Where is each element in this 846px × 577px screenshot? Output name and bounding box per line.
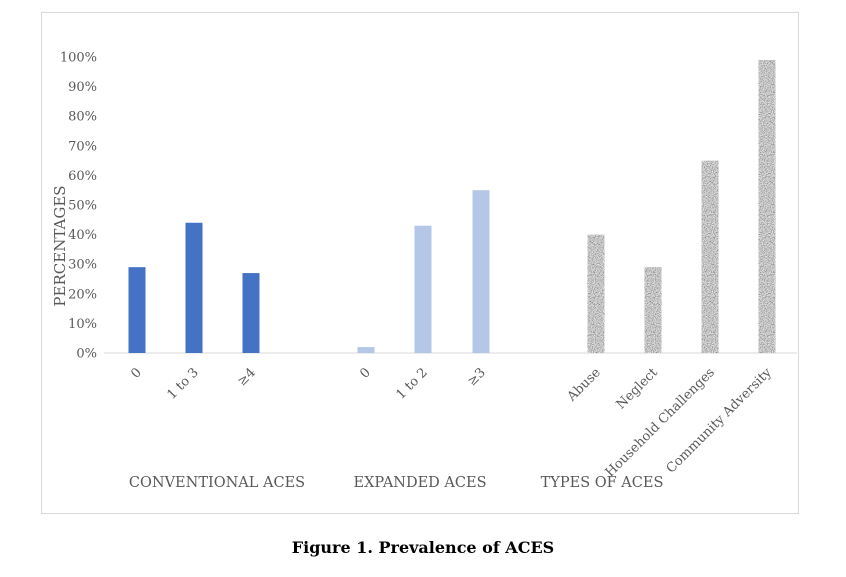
group-label: CONVENTIONAL ACES — [129, 475, 305, 491]
x-tick-label: ≥3 — [465, 365, 489, 389]
x-tick-label: Household Challenges — [603, 365, 718, 480]
y-tick-label: 80% — [68, 110, 97, 125]
y-tick-label: 20% — [68, 287, 97, 302]
x-tick-label: 0 — [128, 365, 144, 381]
bar — [357, 347, 375, 353]
x-tick-label: 1 to 3 — [164, 365, 201, 402]
x-tick-label: 1 to 2 — [393, 365, 430, 402]
x-tick-label: 0 — [357, 365, 373, 381]
bar — [128, 267, 146, 353]
y-tick-label: 0% — [76, 347, 97, 362]
x-tick-label: Community Adversity — [664, 365, 776, 477]
y-tick-label: 70% — [68, 139, 97, 154]
y-axis-title: PERCENTAGES — [51, 185, 69, 306]
bar — [242, 273, 260, 353]
y-tick-label: 40% — [68, 228, 97, 243]
group-label: TYPES OF ACES — [541, 475, 664, 491]
bar-layer — [128, 59, 776, 354]
y-tick-label: 30% — [68, 258, 97, 273]
y-tick-label: 10% — [68, 317, 97, 332]
y-tick-label: 50% — [68, 199, 97, 214]
bar — [185, 222, 203, 353]
x-tick-label: ≥4 — [235, 365, 259, 389]
x-tick-label: Neglect — [614, 365, 662, 413]
bar — [587, 234, 605, 353]
y-tick-label: 90% — [68, 80, 97, 95]
y-tick-label: 100% — [60, 51, 97, 66]
x-tick-label: Abuse — [564, 365, 604, 405]
bar — [414, 225, 432, 353]
bar — [644, 267, 662, 353]
bar — [701, 160, 719, 353]
bar — [758, 59, 776, 354]
group-label: EXPANDED ACES — [353, 475, 486, 491]
axis-layer: 0% 10% 20% 30% 40% 50% 60% 70% 80% 90% 100% PERCENT… — [51, 51, 797, 362]
figure-caption: Figure 1. Prevalence of ACES — [291, 538, 555, 557]
bar — [472, 190, 490, 353]
label-layer: TYPES OF ACES EXPANDED ACES CONVENTIONAL A… — [128, 365, 775, 491]
y-tick-label: 60% — [68, 169, 97, 184]
